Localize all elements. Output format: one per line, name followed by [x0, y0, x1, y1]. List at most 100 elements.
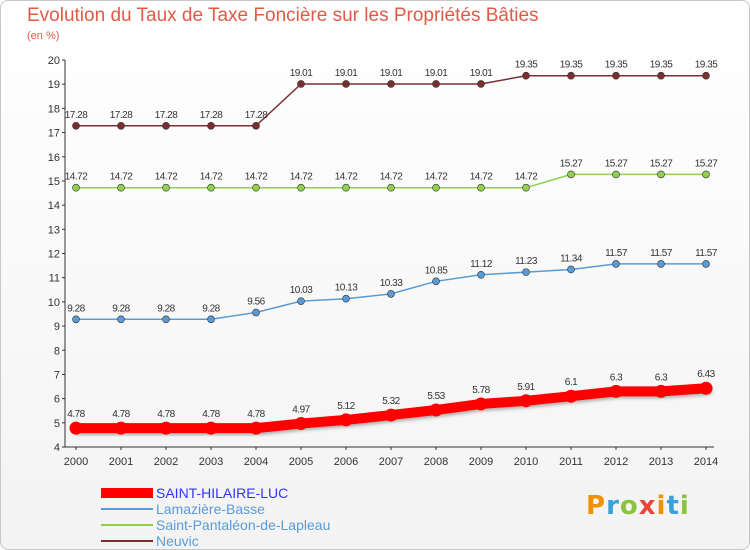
y-tick-label: 7: [54, 369, 60, 381]
series-point: [297, 80, 305, 88]
legend-label: Neuvic: [156, 533, 199, 549]
data-label: 14.72: [155, 172, 178, 183]
data-label: 11.12: [470, 259, 493, 270]
series-point: [612, 71, 620, 80]
series-point: [114, 421, 128, 435]
y-tick-label: 5: [54, 418, 60, 430]
data-label: 6.3: [655, 372, 668, 383]
series-point: [207, 315, 215, 324]
data-label: 4.78: [157, 409, 175, 420]
x-tick-label: 2014: [694, 456, 718, 468]
data-label: 14.72: [200, 172, 223, 183]
series-point: [477, 183, 485, 192]
series-point: [567, 265, 575, 274]
legend-item: Neuvic: [101, 533, 199, 549]
data-label: 14.72: [245, 172, 268, 183]
data-label: 14.72: [425, 172, 448, 183]
series-point: [702, 260, 710, 268]
series-point: [477, 80, 485, 88]
series-point: [204, 421, 218, 435]
y-tick-label: 20: [48, 55, 60, 67]
series-point: [654, 384, 668, 398]
series-point: [522, 71, 530, 80]
data-label: 11.57: [650, 248, 673, 259]
x-tick-label: 2006: [334, 456, 358, 468]
x-tick-label: 2008: [424, 456, 448, 468]
series-point: [69, 421, 83, 435]
y-tick-label: 14: [48, 200, 60, 212]
series-point: [612, 260, 620, 268]
series-point: [162, 315, 170, 324]
y-tick-label: 8: [54, 345, 60, 357]
data-label: 19.35: [605, 60, 628, 71]
data-label: 11.23: [515, 256, 538, 267]
series-3: 17.28 17.28 17.28 17.28 17.28 19.01 19.01 19.01…: [65, 60, 719, 130]
legend-item: Saint-Pantaléon-de-Lapleau: [101, 517, 330, 533]
data-label: 11.57: [695, 248, 718, 259]
data-label: 6.1: [565, 377, 578, 388]
x-tick-label: 2009: [469, 456, 493, 468]
y-tick-label: 11: [49, 273, 60, 285]
data-label: 17.28: [245, 110, 268, 121]
series-point: [519, 394, 533, 408]
legend-swatch: [101, 488, 153, 498]
series-point: [522, 268, 530, 276]
series-1: 9.28 9.28 9.28 9.28 9.56 10.03 10.13 10.33 10.85…: [67, 248, 718, 324]
data-label: 5.78: [472, 385, 490, 396]
x-tick-label: 2005: [289, 456, 313, 468]
data-label: 5.91: [517, 382, 535, 393]
series-point: [342, 80, 350, 88]
series-point: [567, 71, 575, 80]
series-point: [387, 80, 395, 88]
series-point: [567, 170, 575, 179]
x-tick-label: 2010: [514, 456, 538, 468]
series-point: [72, 121, 80, 130]
data-label: 14.72: [515, 172, 538, 183]
series-point: [699, 381, 713, 395]
series-point: [702, 170, 710, 179]
series-point: [117, 315, 125, 324]
series-point: [609, 384, 623, 398]
proxiti-logo: Proxiti: [586, 491, 690, 521]
series-point: [159, 421, 173, 435]
data-label: 15.27: [560, 158, 583, 169]
y-tick-label: 18: [48, 103, 60, 115]
chart-title: Evolution du Taux de Taxe Foncière sur l…: [27, 5, 539, 26]
series-point: [207, 183, 215, 192]
series-point: [297, 297, 305, 305]
data-label: 14.72: [335, 172, 358, 183]
series-point: [294, 417, 308, 431]
series-point: [72, 183, 80, 192]
x-tick-label: 2002: [154, 456, 178, 468]
data-label: 19.35: [695, 60, 718, 71]
series-point: [207, 121, 215, 130]
series-point: [477, 270, 485, 279]
x-tick-label: 2011: [559, 456, 583, 468]
series-point: [522, 183, 530, 192]
y-tick-label: 12: [48, 249, 60, 261]
data-label: 19.35: [560, 60, 583, 71]
series-point: [432, 183, 440, 192]
series-0: 4.78 4.78 4.78 4.78 4.78 4.97 5.12 5.32 5.53 5.78…: [67, 369, 716, 435]
series-point: [432, 80, 440, 88]
series-point: [702, 71, 710, 80]
data-label: 14.72: [470, 172, 493, 183]
data-label: 9.28: [157, 303, 175, 314]
data-label: 19.35: [515, 60, 538, 71]
x-tick-label: 2013: [649, 456, 673, 468]
legend-item: SAINT-HILAIRE-LUC: [101, 485, 288, 501]
series-point: [72, 315, 80, 324]
y-tick-label: 15: [48, 176, 60, 188]
y-tick-label: 16: [48, 152, 60, 164]
data-label: 17.28: [110, 110, 133, 121]
data-label: 9.28: [112, 303, 130, 314]
data-label: 9.28: [202, 303, 220, 314]
data-label: 5.32: [382, 396, 400, 407]
data-label: 9.28: [67, 303, 85, 314]
x-tick-label: 2004: [244, 456, 268, 468]
y-tick-label: 13: [48, 224, 60, 236]
series-point: [657, 170, 665, 179]
data-label: 14.72: [290, 172, 313, 183]
data-label: 17.28: [155, 110, 178, 121]
